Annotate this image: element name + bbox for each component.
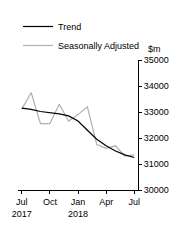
svg-text:34000: 34000 — [144, 81, 169, 91]
svg-text:Jul: Jul — [128, 197, 140, 207]
svg-text:Jul2017: Jul2017 — [12, 197, 32, 219]
svg-text:Seasonally Adjusted: Seasonally Adjusted — [58, 41, 139, 51]
svg-text:Jan2018: Jan2018 — [68, 197, 88, 219]
svg-text:Trend: Trend — [58, 22, 81, 32]
svg-text:Oct: Oct — [43, 197, 58, 207]
svg-text:31000: 31000 — [144, 159, 169, 169]
svg-text:30000: 30000 — [144, 185, 169, 195]
svg-text:32000: 32000 — [144, 133, 169, 143]
svg-text:33000: 33000 — [144, 107, 169, 117]
svg-text:Apr: Apr — [99, 197, 113, 207]
svg-text:35000: 35000 — [144, 55, 169, 65]
svg-text:$m: $m — [148, 44, 161, 54]
